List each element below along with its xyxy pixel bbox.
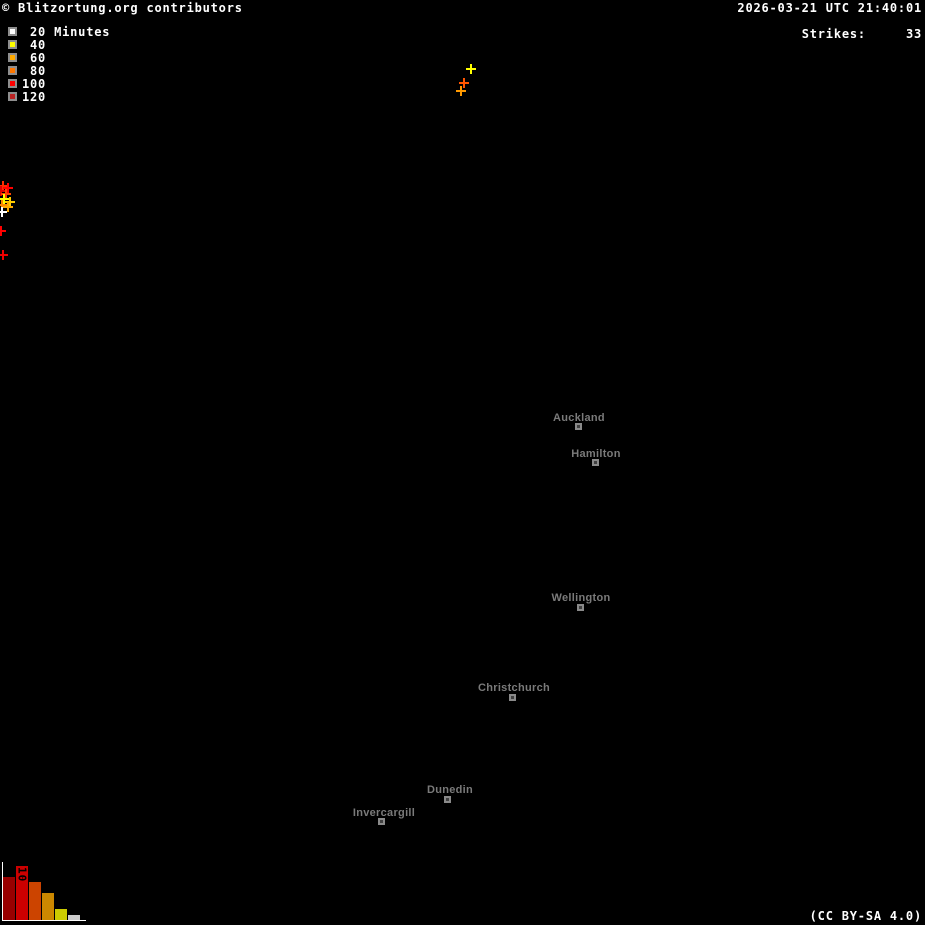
license-text: (CC BY-SA 4.0) xyxy=(809,909,922,923)
lightning-strike-marker xyxy=(459,78,469,88)
city-marker xyxy=(577,604,584,611)
city-marker xyxy=(444,796,451,803)
city-marker xyxy=(575,423,582,430)
histogram-bar xyxy=(29,882,41,920)
city-marker xyxy=(592,459,599,466)
histogram-y-axis xyxy=(2,862,3,920)
city-marker xyxy=(509,694,516,701)
lightning-strike-marker xyxy=(0,207,7,217)
legend-item: 20 Minutes xyxy=(8,24,111,39)
lightning-strike-marker xyxy=(0,194,9,204)
legend-item-label: 60 xyxy=(22,50,47,65)
timestamp-text: 2026-03-21 UTC 21:40:01 xyxy=(737,1,922,15)
age-legend: 20 Minutes 40 60 80 100 120 xyxy=(8,24,111,104)
city-label: Auckland xyxy=(553,412,605,424)
city-label: Dunedin xyxy=(426,784,474,796)
legend-item: 80 xyxy=(8,63,110,78)
city-marker xyxy=(378,818,385,825)
legend-item-label: 80 xyxy=(22,63,47,78)
legend-swatch xyxy=(8,27,17,36)
bar-value-label: 10 xyxy=(15,867,29,883)
lightning-strike-marker xyxy=(0,250,8,260)
histogram-bar xyxy=(3,877,15,920)
legend-item: 120 xyxy=(8,89,110,104)
lightning-strike-marker xyxy=(0,226,6,236)
city-label: Hamilton xyxy=(571,448,621,460)
legend-item-label: 20 Minutes xyxy=(22,24,111,39)
histogram-bar xyxy=(68,915,80,920)
legend-item: 60 xyxy=(8,50,110,65)
histogram-x-axis xyxy=(2,920,86,921)
lightning-strike-marker xyxy=(3,202,13,212)
legend-item-label: 40 xyxy=(22,37,47,52)
legend-swatch xyxy=(8,66,17,75)
legend-swatch xyxy=(8,92,17,101)
lightning-strike-marker xyxy=(3,183,13,193)
lightning-strike-marker xyxy=(456,86,466,96)
strike-counter-value: 33 xyxy=(905,27,922,41)
legend-item: 40 xyxy=(8,37,110,52)
lightning-strike-marker xyxy=(466,64,476,74)
histogram-bar xyxy=(42,893,54,920)
lightning-strike-marker xyxy=(5,197,15,207)
city-label: Invercargill xyxy=(352,807,416,819)
legend-item: 100 xyxy=(8,76,110,91)
lightning-strike-marker xyxy=(0,186,6,196)
strike-counter-label: Strikes: xyxy=(801,27,866,41)
city-label: Christchurch xyxy=(477,682,551,694)
legend-swatch xyxy=(8,53,17,62)
lightning-strike-marker xyxy=(1,189,11,199)
histogram-bar: 10 xyxy=(15,866,29,920)
legend-swatch xyxy=(8,40,17,49)
legend-item-label: 100 xyxy=(22,76,47,91)
lightning-strike-marker xyxy=(0,200,7,210)
legend-item-label: 120 xyxy=(22,89,47,104)
attribution-text: © Blitzortung.org contributors xyxy=(2,1,243,15)
histogram-bar xyxy=(55,909,67,920)
lightning-strike-marker xyxy=(0,181,8,191)
legend-swatch xyxy=(8,79,17,88)
city-label: Wellington xyxy=(551,592,611,604)
strike-counter: Strikes: 33 xyxy=(802,27,922,41)
